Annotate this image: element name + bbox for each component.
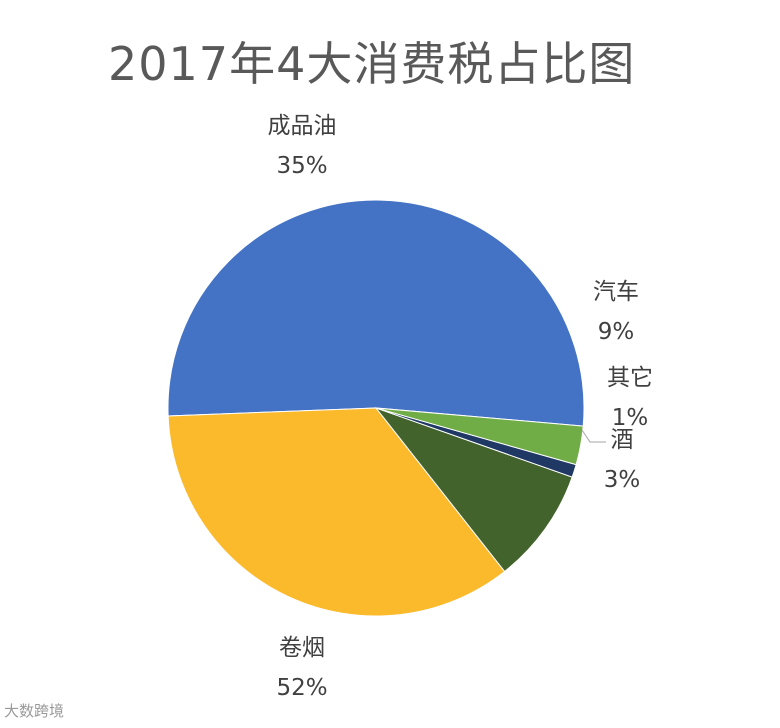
label-juanyan-pct: 52%: [276, 675, 328, 701]
label-jiu-name: 酒: [610, 427, 634, 453]
label-qita: 其它 1%: [580, 358, 680, 438]
chart-title: 2017年4大消费税占比图: [108, 37, 636, 91]
leader-line-jiu: [581, 429, 606, 443]
label-qita-pct: 1%: [611, 405, 649, 431]
label-chengpinyou-pct: 35%: [276, 153, 328, 179]
pie-slice-1: [167, 407, 506, 617]
label-qiche: 汽车 9%: [566, 272, 666, 352]
label-qita-name: 其它: [607, 365, 653, 391]
label-juanyan-name: 卷烟: [279, 635, 325, 661]
label-juanyan: 卷烟 52%: [252, 628, 352, 708]
watermark: 大数跨境: [4, 702, 65, 720]
pie-slice-0: [167, 199, 585, 427]
label-chengpinyou-name: 成品油: [267, 113, 337, 139]
label-qiche-pct: 9%: [597, 319, 635, 345]
label-jiu: 酒 3%: [572, 420, 672, 500]
pie-slice-4: [375, 407, 584, 466]
pie-slice-2: [374, 406, 573, 573]
label-jiu-pct: 3%: [603, 467, 641, 493]
label-chengpinyou: 成品油 35%: [252, 106, 352, 186]
label-qiche-name: 汽车: [593, 279, 639, 305]
